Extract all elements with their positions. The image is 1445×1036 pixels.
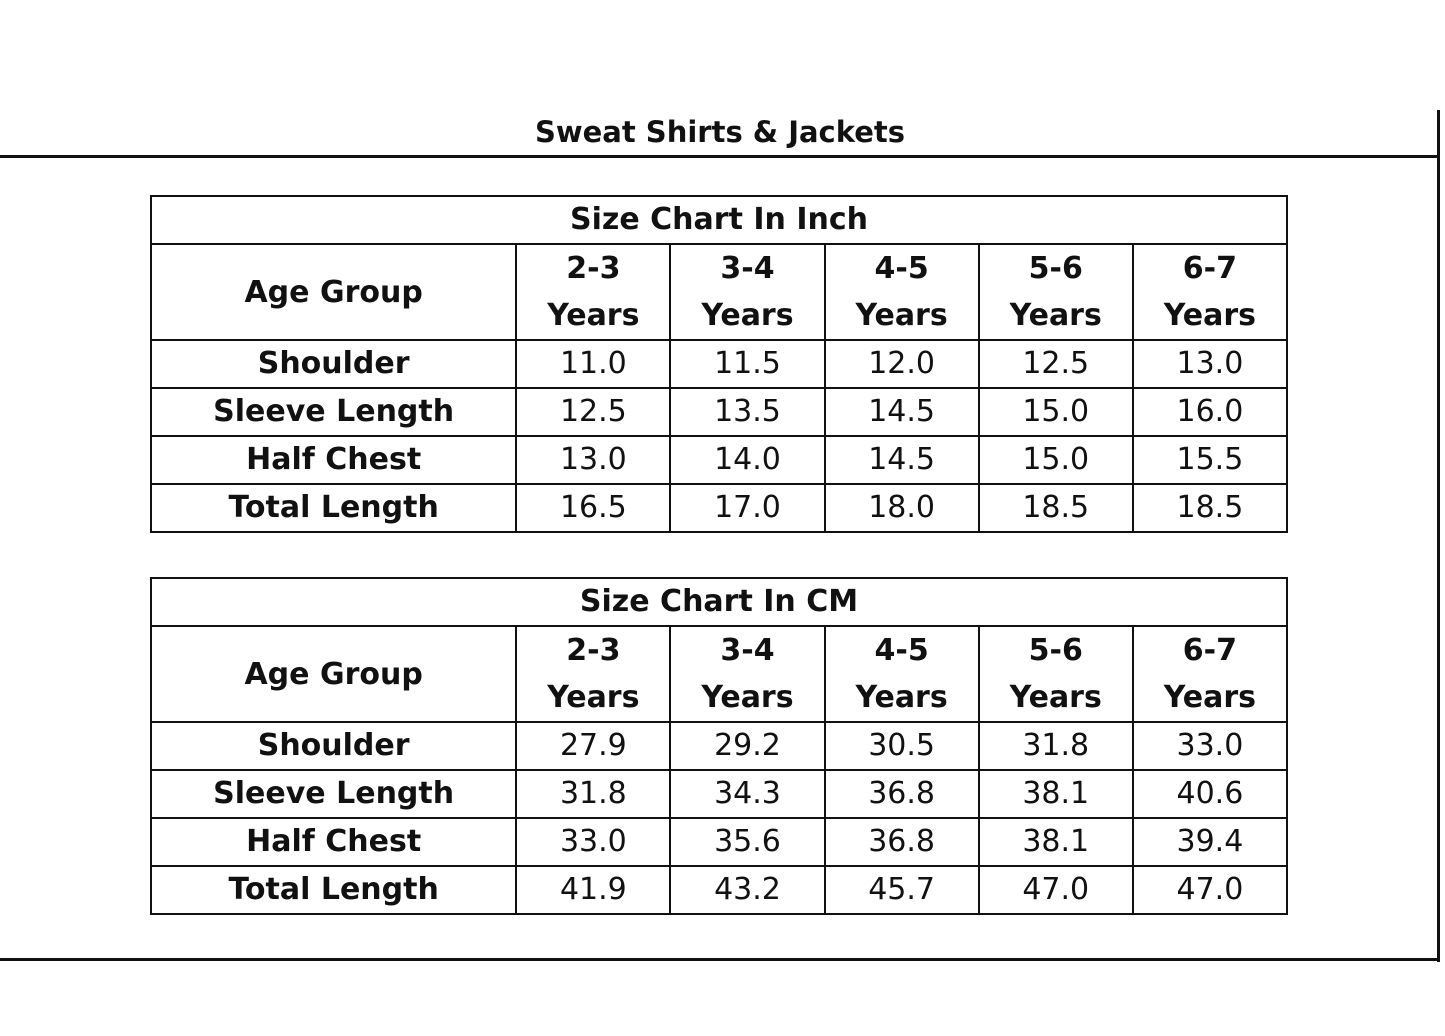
column-header: 3-4 Years [669,625,826,723]
table-cell: 34.3 [669,769,826,819]
table-cell: 47.0 [1131,865,1289,915]
size-chart-cm-table: Size Chart In CM Age Group 2-3 Years 3-4 Y… [149,577,1289,915]
bottom-divider [0,958,1440,961]
column-header: 2-3 Years [515,625,672,723]
table-cell: 11.0 [515,339,672,389]
table-cell: 30.5 [823,721,980,771]
table-cell: 41.9 [515,865,672,915]
column-header: 4-5 Years [823,625,980,723]
table-cell: 38.1 [977,769,1134,819]
table-cell: 43.2 [669,865,826,915]
table-cell: 38.1 [977,817,1134,867]
table-cell: 14.0 [669,435,826,485]
column-header: 6-7 Years [1131,243,1289,341]
column-header: 2-3 Years [515,243,672,341]
top-divider [0,155,1440,158]
age-group-header: Age Group [149,625,518,723]
table-cell: 27.9 [515,721,672,771]
page-title: Sweat Shirts & Jackets [534,115,906,149]
table-cell: 16.5 [515,483,672,533]
table-caption: Size Chart In Inch [150,195,1288,245]
table-cell: 36.8 [823,769,980,819]
table-cell: 14.5 [823,435,980,485]
table-cell: 16.0 [1131,387,1289,437]
table-cell: 11.5 [669,339,826,389]
table-cell: 31.8 [515,769,672,819]
table-caption-row: Size Chart In CM [150,577,1288,627]
table-row: Total Length 16.5 17.0 18.0 18.5 18.5 [149,483,1289,533]
table-cell: 12.5 [977,339,1134,389]
row-label: Shoulder [149,721,518,771]
column-header: 4-5 Years [823,243,980,341]
column-header: 3-4 Years [669,243,826,341]
table-cell: 17.0 [669,483,826,533]
row-label: Shoulder [149,339,518,389]
table-cell: 18.0 [823,483,980,533]
table-row: Half Chest 13.0 14.0 14.5 15.0 15.5 [149,435,1289,485]
table-row: Half Chest 33.0 35.6 36.8 38.1 39.4 [149,817,1289,867]
table-cell: 14.5 [823,387,980,437]
table-cell: 12.0 [823,339,980,389]
size-chart-inch-table: Size Chart In Inch Age Group 2-3 Years 3-… [149,195,1289,533]
table-cell: 15.0 [977,387,1134,437]
table-header-row: Age Group 2-3 Years 3-4 Years 4-5 Years 5-6… [149,243,1289,341]
table-caption-row: Size Chart In Inch [150,195,1288,245]
table-cell: 39.4 [1131,817,1289,867]
row-label: Half Chest [149,435,518,485]
table-row: Shoulder 27.9 29.2 30.5 31.8 33.0 [149,721,1289,771]
row-label: Total Length [149,865,518,915]
table-row: Sleeve Length 12.5 13.5 14.5 15.0 16.0 [149,387,1289,437]
table-row: Shoulder 11.0 11.5 12.0 12.5 13.0 [149,339,1289,389]
table-cell: 13.0 [1131,339,1289,389]
table-cell: 18.5 [977,483,1134,533]
table-caption: Size Chart In CM [150,577,1288,627]
table-header-row: Age Group 2-3 Years 3-4 Years 4-5 Years 5-6… [149,625,1289,723]
table-cell: 13.0 [515,435,672,485]
row-label: Sleeve Length [149,769,518,819]
age-group-header: Age Group [149,243,518,341]
table-cell: 12.5 [515,387,672,437]
column-header: 5-6 Years [977,243,1134,341]
table-row: Total Length 41.9 43.2 45.7 47.0 47.0 [149,865,1289,915]
table-cell: 35.6 [669,817,826,867]
table-cell: 45.7 [823,865,980,915]
table-cell: 29.2 [669,721,826,771]
table-cell: 18.5 [1131,483,1289,533]
table-cell: 40.6 [1131,769,1289,819]
table-cell: 33.0 [515,817,672,867]
table-cell: 31.8 [977,721,1134,771]
table-cell: 15.5 [1131,435,1289,485]
table-cell: 33.0 [1131,721,1289,771]
table-row: Sleeve Length 31.8 34.3 36.8 38.1 40.6 [149,769,1289,819]
row-label: Sleeve Length [149,387,518,437]
column-header: 5-6 Years [977,625,1134,723]
table-cell: 15.0 [977,435,1134,485]
row-label: Half Chest [149,817,518,867]
right-border [1437,110,1440,962]
table-cell: 47.0 [977,865,1134,915]
table-cell: 36.8 [823,817,980,867]
table-cell: 13.5 [669,387,826,437]
column-header: 6-7 Years [1131,625,1289,723]
row-label: Total Length [149,483,518,533]
